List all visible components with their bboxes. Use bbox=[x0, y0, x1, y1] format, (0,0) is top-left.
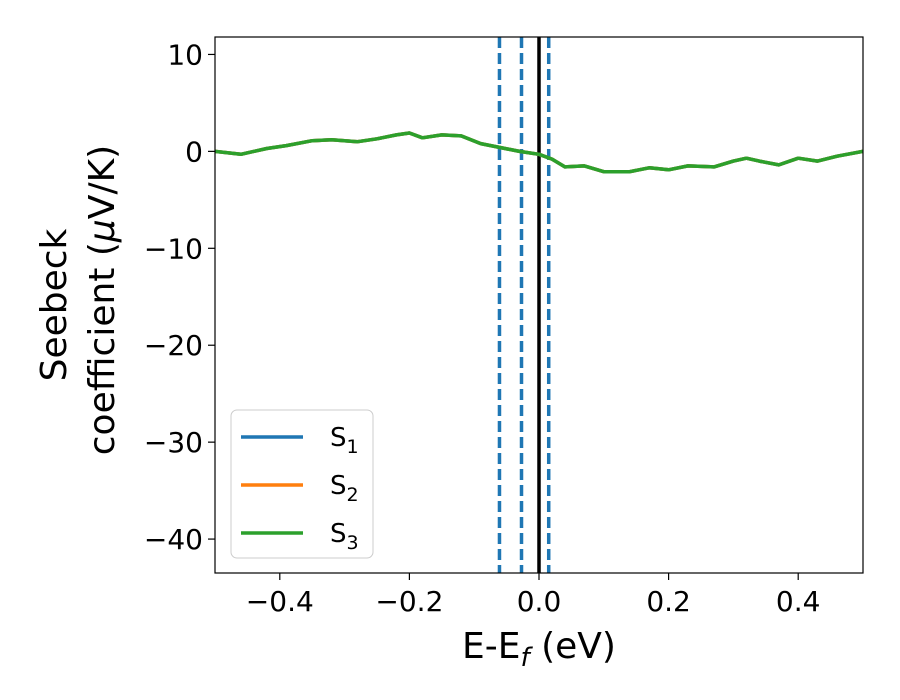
y-axis-title-line1: Seebeck bbox=[34, 228, 75, 381]
vertical-marker-lines bbox=[497, 37, 551, 573]
legend: S1 S2 S3 bbox=[230, 409, 374, 559]
y-tick-label: −40 bbox=[144, 523, 203, 556]
y-tick-label: −20 bbox=[144, 329, 203, 362]
series-lines bbox=[215, 131, 863, 174]
x-tick-label: 0.4 bbox=[776, 585, 821, 618]
y-axis-title-line2: coefficient (μV/K) bbox=[82, 145, 123, 455]
x-axis-title: E-Ef (eV) bbox=[462, 626, 616, 673]
legend-label-1: S1 bbox=[330, 423, 359, 458]
x-tick-label: 0.2 bbox=[646, 585, 691, 618]
x-axis-ticks: −0.4 −0.2 0.0 0.2 0.4 bbox=[246, 573, 821, 618]
series-line-3 bbox=[215, 131, 863, 174]
y-tick-label: −10 bbox=[144, 232, 203, 265]
legend-label-3: S3 bbox=[330, 519, 359, 554]
y-tick-label: 0 bbox=[185, 135, 203, 168]
legend-label-2: S2 bbox=[330, 471, 359, 506]
y-axis-ticks: 10 0 −10 −20 −30 −40 bbox=[144, 38, 215, 556]
y-tick-label: −30 bbox=[144, 426, 203, 459]
y-tick-label: 10 bbox=[167, 38, 203, 71]
x-tick-label: −0.2 bbox=[375, 585, 443, 618]
x-tick-label: 0.0 bbox=[517, 585, 562, 618]
x-tick-label: −0.4 bbox=[246, 585, 314, 618]
